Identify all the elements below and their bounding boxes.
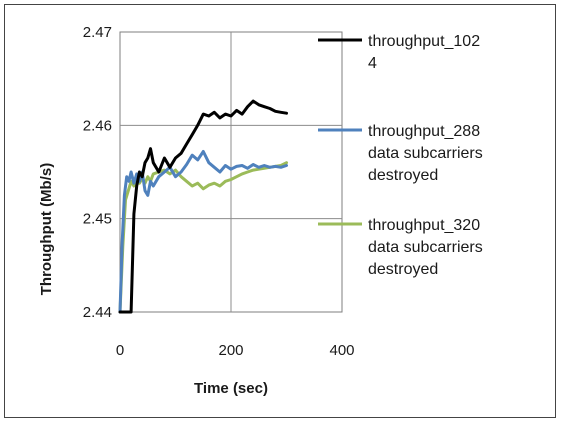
legend-label-3: destroyed	[368, 261, 438, 278]
legend-label-1: 4	[368, 55, 377, 72]
x-tick-label: 400	[329, 342, 354, 359]
series-line-1	[118, 99, 288, 314]
series-lines	[118, 99, 288, 314]
x-tick-label: 0	[116, 342, 124, 359]
x-tick-label: 200	[218, 342, 243, 359]
legend-label-2: data subcarriers	[368, 145, 483, 162]
series-line-2	[118, 150, 288, 314]
x-axis-title: Time (sec)	[194, 380, 268, 397]
legend-label-2: throughput_288	[368, 123, 480, 140]
y-axis-title: Throughput (Mb/s)	[38, 163, 55, 295]
legend-label-3: data subcarriers	[368, 239, 483, 256]
legend-label-1: throughput_102	[368, 33, 480, 50]
y-tick-label: 2.45	[83, 211, 112, 228]
y-tick-label: 2.44	[83, 304, 112, 321]
y-tick-label: 2.47	[83, 24, 112, 41]
legend-label-2: destroyed	[368, 167, 438, 184]
gridlines	[120, 32, 342, 312]
tick-labels: 2.44 2.45 2.46 2.47 0 200 400	[83, 24, 355, 359]
y-tick-label: 2.46	[83, 117, 112, 134]
legend-label-3: throughput_320	[368, 217, 480, 234]
